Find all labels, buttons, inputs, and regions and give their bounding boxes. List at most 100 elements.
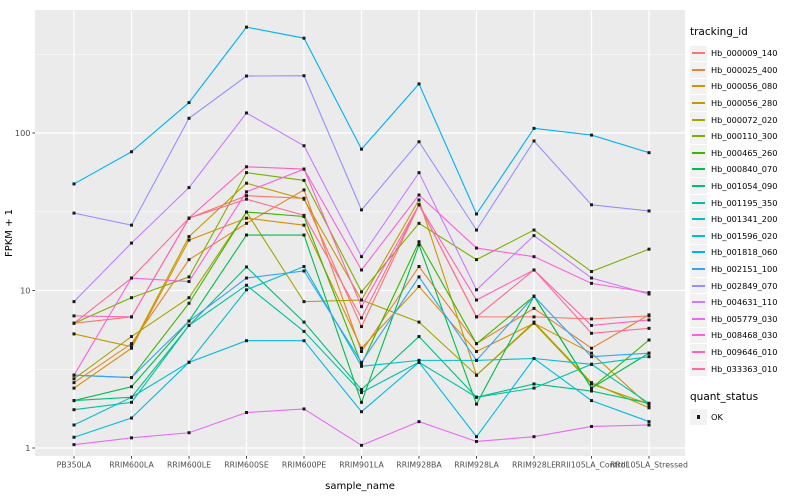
y-tick-label: 100 [15, 128, 31, 138]
legend-line-swatch [692, 68, 705, 71]
data-point [187, 323, 191, 327]
data-point [532, 435, 536, 439]
data-point [590, 331, 593, 335]
data-point [590, 133, 593, 137]
data-point [360, 410, 363, 414]
data-point [72, 377, 76, 381]
data-point [590, 270, 593, 274]
legend-line-swatch [692, 151, 705, 154]
legend-title: tracking_id [690, 26, 748, 38]
legend: tracking_id Hb_000009_140 Hb_000025_400 Hb… [690, 26, 798, 425]
data-point [245, 288, 248, 292]
legend-key [690, 228, 707, 244]
legend-line-swatch [692, 317, 705, 320]
legend-line-swatch [692, 218, 705, 221]
legend-line-swatch [692, 234, 705, 237]
data-point [532, 268, 536, 272]
data-point [130, 241, 133, 245]
legend-item-label: Hb_000009_140 [711, 48, 778, 59]
data-point [532, 126, 536, 130]
data-point [245, 283, 248, 287]
data-point [475, 373, 478, 377]
data-point [245, 233, 248, 237]
data-point [245, 194, 248, 198]
data-point [130, 296, 133, 300]
legend-item: Hb_033363_010 [690, 360, 798, 377]
data-point [417, 335, 421, 339]
data-point [360, 147, 363, 151]
data-point [245, 111, 248, 115]
data-point [475, 246, 478, 250]
legend-item: Hb_000056_080 [690, 78, 798, 95]
x-tick-label: RRIM901LA [339, 461, 384, 470]
legend-line-swatch [692, 284, 705, 287]
legend-item-label: Hb_001054_090 [711, 181, 778, 192]
data-point [302, 233, 306, 237]
legend-item-label: Hb_001596_020 [711, 230, 778, 241]
data-point [417, 285, 421, 289]
data-point [130, 315, 133, 319]
legend-item-label: Hb_000025_400 [711, 64, 778, 75]
data-point [245, 221, 248, 225]
data-point [475, 402, 478, 406]
data-point [360, 349, 363, 353]
data-point [590, 351, 593, 355]
data-point [302, 178, 306, 182]
legend-line-swatch [692, 350, 705, 353]
data-point [187, 360, 191, 364]
data-point [245, 181, 248, 185]
data-point [72, 386, 76, 390]
data-point [72, 182, 76, 186]
data-point [245, 190, 248, 194]
legend-item: Hb_000072_020 [690, 111, 798, 128]
data-point [360, 391, 363, 395]
data-point [475, 435, 478, 439]
data-point [187, 216, 191, 220]
data-point [647, 318, 651, 322]
data-point [360, 346, 363, 350]
data-point [72, 321, 76, 325]
x-tick-label: RRIM928BA [396, 461, 442, 470]
data-point [245, 165, 248, 169]
data-point [130, 346, 133, 350]
legend-key [690, 261, 707, 277]
data-point [302, 74, 306, 78]
data-point [72, 300, 76, 304]
data-point [475, 358, 478, 362]
data-point [72, 435, 76, 439]
data-point [302, 36, 306, 40]
data-point [475, 315, 478, 319]
data-point [417, 240, 421, 244]
data-point [532, 139, 536, 143]
data-point [417, 275, 421, 279]
x-tick-label: RRIM928LA [454, 461, 499, 470]
data-point [130, 223, 133, 227]
data-point [647, 406, 651, 410]
data-point [302, 223, 306, 227]
legend-line-swatch [692, 118, 705, 121]
data-point [590, 424, 593, 428]
data-point [245, 25, 248, 29]
data-point [72, 423, 76, 427]
data-point [417, 221, 421, 225]
legend-item-label: Hb_033363_010 [711, 363, 778, 374]
legend-line-swatch [692, 251, 705, 254]
data-point [302, 197, 306, 201]
data-point [647, 151, 651, 155]
data-point [647, 401, 651, 405]
legend-item: Hb_000025_400 [690, 62, 798, 79]
legend-item-label: Hb_000072_020 [711, 114, 778, 125]
legend-key [690, 344, 707, 360]
data-point [130, 342, 133, 346]
data-point [187, 258, 191, 262]
data-point [245, 265, 248, 269]
data-point [417, 198, 421, 202]
legend-item: Hb_001054_090 [690, 178, 798, 195]
data-point [130, 150, 133, 154]
legend-item-label: Hb_005779_030 [711, 313, 778, 324]
data-point [532, 382, 536, 386]
legend-item-label: Hb_000056_280 [711, 98, 778, 109]
data-point [647, 338, 651, 342]
